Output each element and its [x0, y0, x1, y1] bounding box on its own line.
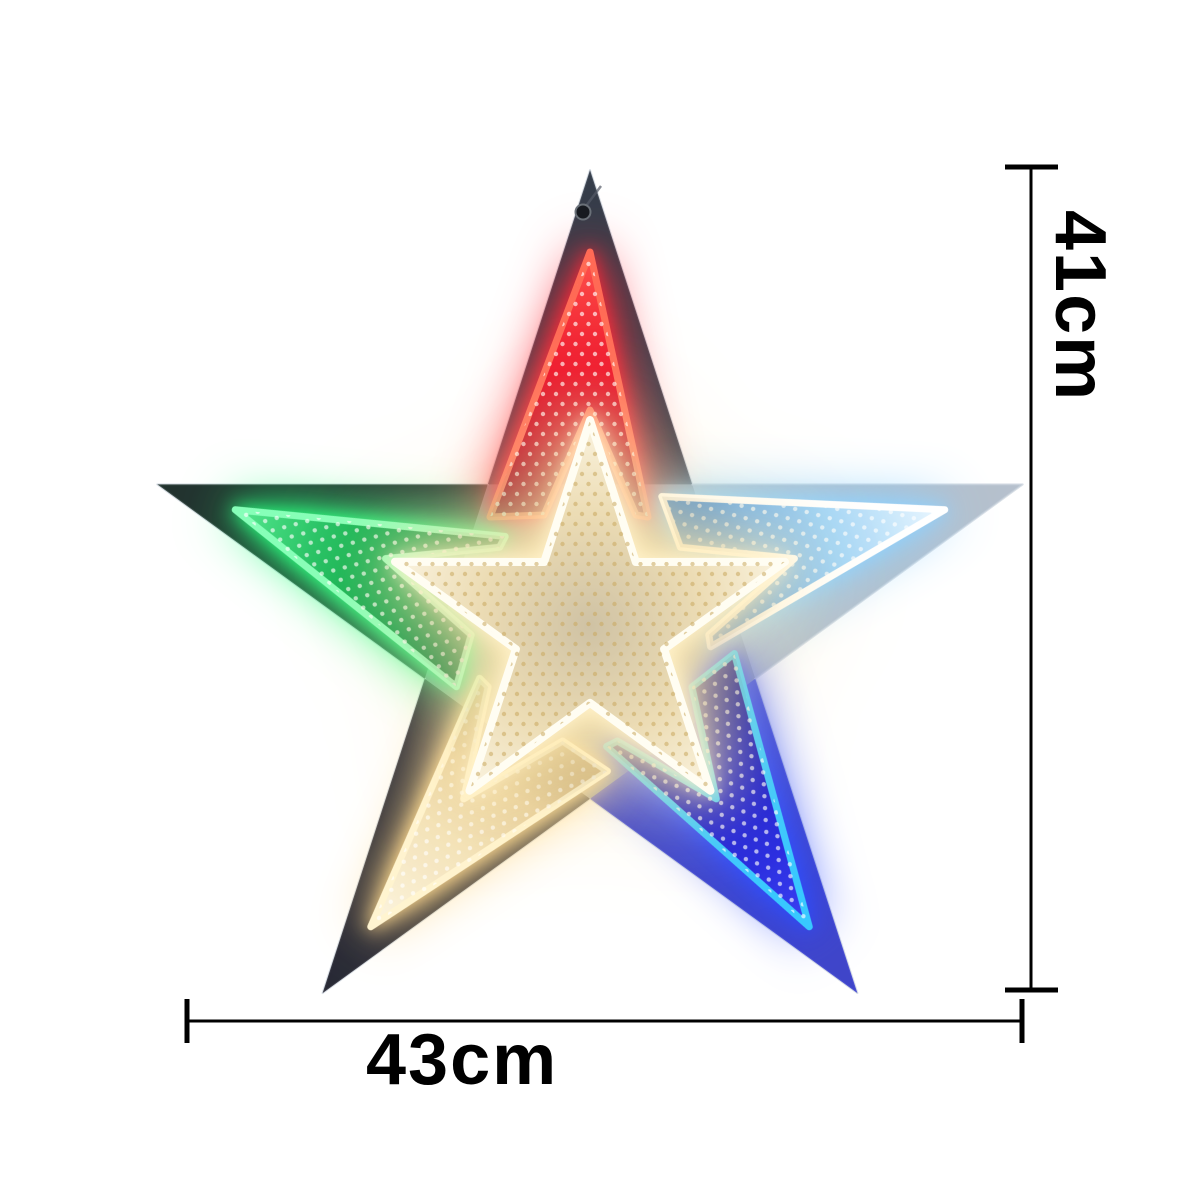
segment-warm-white-bottom-left: [367, 674, 611, 931]
hanging-hole: [574, 203, 592, 221]
segment-depth-shade: [235, 509, 506, 687]
width-dimension-label: 43cm: [366, 1020, 559, 1100]
segment-depth-shade: [661, 496, 945, 647]
dimension-lines: [184, 164, 1058, 1043]
segment-depth-shade: [606, 653, 810, 927]
segment-depth-shade: [370, 678, 608, 927]
center-star: [391, 416, 789, 795]
segment-red-top: [486, 248, 652, 521]
hanging-string: [585, 185, 602, 207]
center-star-led-dots: [395, 420, 785, 791]
segment-deep-blue-bottom-right: [603, 650, 813, 931]
segment-depth-shade: [490, 252, 648, 517]
height-dimension-label: 41cm: [1040, 210, 1120, 403]
segment-green-left: [231, 506, 509, 691]
segment-ice-blue-right: [658, 493, 949, 651]
